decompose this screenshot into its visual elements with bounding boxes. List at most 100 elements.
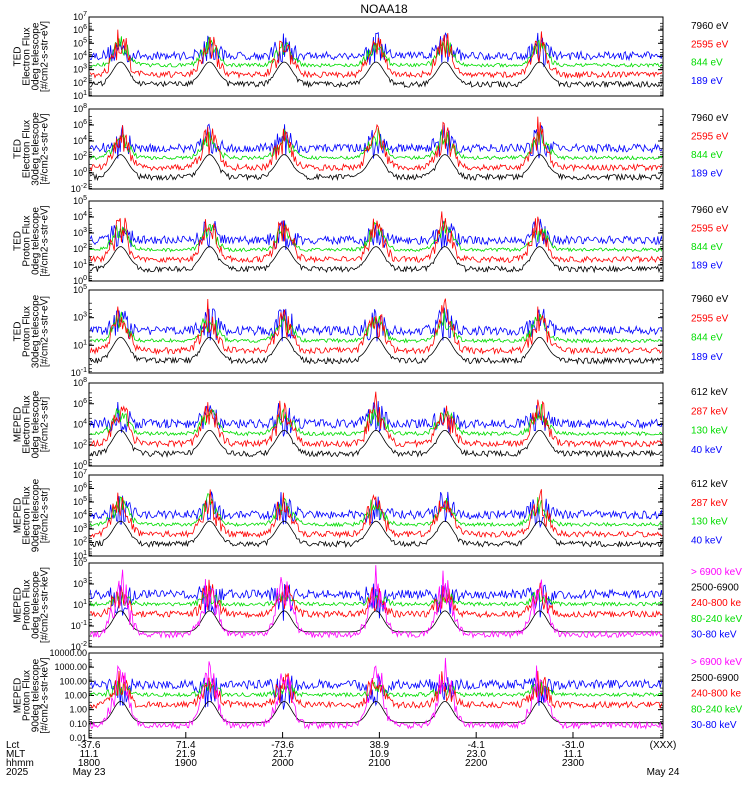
x-tick-lct: -37.6 <box>78 740 101 751</box>
trace-80-240-kev <box>90 588 662 607</box>
legend-entry: 80-240 keV <box>691 614 742 625</box>
legend-entry: 2595 eV <box>691 313 729 324</box>
y-tick-label: 100 <box>73 460 87 471</box>
legend-entry: 7960 eV <box>691 21 729 32</box>
y-tick-label: 104 <box>73 135 87 146</box>
trace-240-800-ke <box>90 670 662 710</box>
x-tick-hhmm: 1900 <box>175 758 198 769</box>
trace-2595-ev <box>90 29 662 79</box>
legend-entry: 7960 eV <box>691 205 729 216</box>
legend-entry: 80-240 keV <box>691 704 742 715</box>
legend-entry: 2595 eV <box>691 132 729 143</box>
y-tick-label: 10000.00 <box>49 648 87 658</box>
y-tick-label: 100 <box>73 275 87 286</box>
y-axis-label: MEPEDProton Flux0deg telescope[#/cm2-s-s… <box>13 567 51 643</box>
legend-entry: 2595 eV <box>691 39 729 50</box>
y-tick-label: 101 <box>73 599 87 610</box>
y-axis-label: MEPEDElectron Flux90deg telescope[#/cm2-… <box>13 478 51 552</box>
trace-80-240-kev <box>90 679 662 698</box>
legend-entry: 2500-6900 <box>691 673 739 684</box>
trace-2500-6900 <box>90 610 662 633</box>
x-tick-lct: 38.9 <box>370 740 390 751</box>
y-tick-label: 100 <box>73 167 87 178</box>
panel-meped-proton-90deg: 10000.00 1000.00 100.00 10.00 1.00 0.10 0.01 ME… <box>13 648 743 743</box>
trace-130-kev <box>90 404 662 437</box>
trace-area <box>90 391 662 458</box>
trace--6900-kev <box>90 657 662 730</box>
y-axis-label: TEDElectron Flux30deg telescope[#/cm2-s-… <box>13 112 51 186</box>
y-tick-label: 104 <box>73 419 87 430</box>
trace-2595-ev <box>90 298 662 356</box>
trace-2595-ev <box>90 116 662 172</box>
trace-area <box>90 29 662 89</box>
y-axis-label: TEDProton Flux30deg telescope[#/cm2-s-st… <box>13 294 51 368</box>
legend-entry: 40 keV <box>691 445 722 456</box>
trace-612-kev <box>90 429 662 458</box>
x-tick-date: May 24 <box>647 767 680 778</box>
y-tick-label: 108 <box>73 377 87 388</box>
y-tick-label: 101 <box>73 339 87 350</box>
trace-area <box>90 489 662 548</box>
trace-area <box>90 298 662 365</box>
trace-844-ev <box>90 309 662 344</box>
legend-entry: 240-800 ke <box>691 689 741 700</box>
y-tick-label: 107 <box>73 11 87 22</box>
x-row-label: MLT <box>6 749 25 760</box>
trace-240-800-ke <box>90 579 662 619</box>
y-tick-label: 0.01 <box>69 733 87 743</box>
y-tick-label: 102 <box>73 77 87 88</box>
y-tick-label: 106 <box>73 483 87 494</box>
panel-meped-proton-0deg: 105 103 101 10-1 10-2 MEPEDProton Flux0deg te… <box>13 557 743 652</box>
y-tick-label: 101 <box>73 550 87 561</box>
y-tick-label: 104 <box>73 51 87 62</box>
trace-area <box>90 211 662 274</box>
y-tick-label: 100.00 <box>59 676 87 686</box>
y-tick-label: 10-2 <box>71 183 87 194</box>
panel-ted-proton-0deg: 105 104 103 102 101 100 TEDProton Flux0deg tel… <box>13 195 729 286</box>
panel-meped-electron-0deg: 108 106 104 102 100 MEPEDElectron Flux0deg te… <box>13 377 729 471</box>
trace-7960-ev <box>90 336 662 365</box>
trace-844-ev <box>90 127 662 161</box>
x-tick-mlt: 11.1 <box>564 749 583 760</box>
trace-189-ev <box>90 218 662 250</box>
trace-189-ev <box>90 31 662 68</box>
legend-entry: 287 keV <box>691 498 728 509</box>
trace-130-kev <box>90 493 662 528</box>
x-tick-mlt: 23.0 <box>466 749 486 760</box>
legend-entry: 2595 eV <box>691 224 729 235</box>
x-tick-date: May 23 <box>73 767 106 778</box>
y-tick-label: 0.10 <box>69 719 87 729</box>
trace-612-kev <box>90 520 662 548</box>
trace-area <box>90 116 662 182</box>
y-tick-label: 105 <box>73 557 87 568</box>
y-tick-label: 105 <box>73 37 87 48</box>
legend-entry: 189 eV <box>691 76 723 87</box>
trace-287-kev <box>90 391 662 449</box>
trace-area <box>90 657 662 730</box>
y-tick-label: 104 <box>73 510 87 521</box>
legend-entry: 189 eV <box>691 352 723 363</box>
y-tick-label: 10-2 <box>71 641 87 652</box>
y-tick-label: 101 <box>73 90 87 101</box>
y-tick-label: 103 <box>73 523 87 534</box>
legend-entry: 287 keV <box>691 406 728 417</box>
trace-2500-6900 <box>90 701 662 724</box>
trace-30-80-kev <box>90 583 662 621</box>
y-tick-label: 103 <box>73 312 87 323</box>
legend-entry: 612 keV <box>691 479 728 490</box>
trace-189-ev <box>90 307 662 342</box>
panel-ted-electron-30deg: 108 106 104 102 100 10-2 TEDElectron Flux30deg… <box>13 103 729 194</box>
x-tick-mlt: 11.1 <box>80 749 99 760</box>
legend-entry: 844 eV <box>691 242 723 253</box>
x-tick-lct: (XXX) <box>650 740 677 751</box>
y-tick-label: 108 <box>73 103 87 114</box>
legend-entry: 612 keV <box>691 387 728 398</box>
legend-entry: 2500-6900 <box>691 583 739 594</box>
panel-group: 107 106 105 104 103 102 101 TEDElectron Flux0de… <box>13 11 743 743</box>
trace-40-kev <box>90 401 662 437</box>
legend-entry: 189 eV <box>691 261 723 272</box>
x-tick-mlt: 21.9 <box>176 749 196 760</box>
panel-meped-electron-90deg: 107 106 105 104 103 102 101 MEPEDElectron Flux9… <box>13 469 729 561</box>
trace-7960-ev <box>90 246 662 274</box>
trace-30-80-kev <box>90 674 662 710</box>
